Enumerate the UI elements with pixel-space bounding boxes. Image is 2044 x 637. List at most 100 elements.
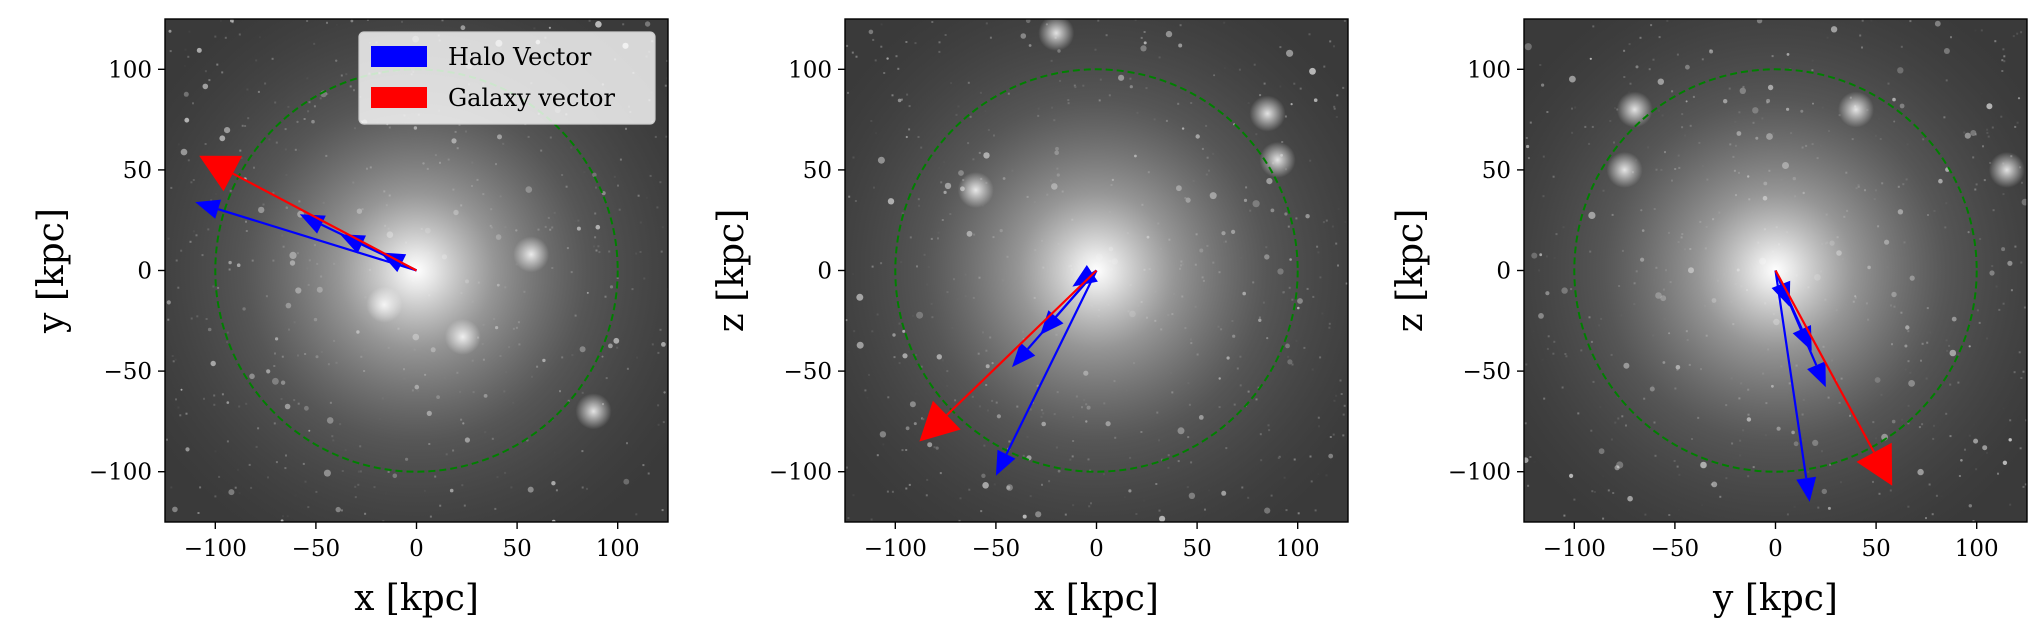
- noise-speck: [870, 518, 873, 521]
- x-tick-label: −50: [972, 536, 1021, 562]
- y-tick-label: 0: [1496, 259, 1511, 285]
- noise-speck: [1972, 520, 1975, 522]
- noise-speck: [846, 44, 849, 47]
- noise-speck: [1980, 29, 1983, 32]
- noise-speck: [666, 59, 668, 62]
- y-tick-label: −100: [1448, 460, 1511, 486]
- y-axis-label: y [kpc]: [31, 208, 72, 334]
- legend: Halo Vector Galaxy vector: [358, 31, 656, 125]
- noise-speck: [219, 19, 222, 22]
- y-tick-label: −50: [103, 359, 152, 385]
- noise-speck: [1333, 45, 1335, 48]
- noise-speck: [184, 48, 187, 51]
- subhalo-point: [168, 29, 172, 33]
- noise-speck: [661, 509, 664, 512]
- noise-speck: [622, 23, 625, 26]
- density-blob: [1837, 91, 1874, 128]
- y-axis-label: z [kpc]: [711, 209, 752, 333]
- virial-radius-circle: [1573, 68, 1978, 473]
- y-axis-label: z [kpc]: [1390, 209, 1431, 333]
- density-blob: [957, 172, 994, 209]
- subhalo-point: [172, 506, 178, 513]
- panel-2: −100 −50 0 50 100 −100 −50 0 50 100 x [kpc] z [kpc]: [711, 18, 1349, 619]
- halo-vector-arrowhead: [1012, 342, 1036, 368]
- halo-vector-arrowhead: [1807, 361, 1826, 388]
- noise-speck: [2020, 31, 2023, 34]
- noise-speck: [197, 512, 200, 514]
- density-image: [1524, 19, 2027, 522]
- y-tick-label: 100: [108, 57, 152, 83]
- density-blob: [513, 236, 550, 273]
- y-tick-label: 100: [788, 57, 832, 83]
- vector-shaft: [1774, 269, 1876, 453]
- x-tick-label: −100: [184, 536, 247, 562]
- y-tick-label: 0: [817, 259, 832, 285]
- halo-vector-arrowhead: [380, 252, 407, 273]
- noise-speck: [1329, 40, 1332, 43]
- noise-speck: [2009, 503, 2012, 506]
- density-blob: [1259, 141, 1296, 178]
- halo-vector-arrowhead: [195, 199, 222, 219]
- x-tick-label: 100: [1955, 536, 1999, 562]
- x-tick-label: 100: [1276, 536, 1320, 562]
- halo-vector-arrowhead: [1072, 265, 1098, 287]
- noise-speck: [2002, 48, 2005, 51]
- noise-speck: [169, 50, 172, 53]
- x-tick-label: −100: [1543, 536, 1606, 562]
- halo-vector-arrowhead: [1792, 325, 1812, 351]
- subhalo-point: [644, 21, 651, 27]
- noise-speck: [1539, 64, 1542, 66]
- noise-speck: [846, 466, 848, 469]
- x-tick-label: −50: [1651, 536, 1700, 562]
- galaxy-vector-arrowhead: [919, 400, 961, 442]
- legend-swatch: [371, 87, 427, 108]
- density-blob: [1606, 151, 1643, 188]
- noise-speck: [880, 23, 883, 26]
- density-image: [845, 19, 1348, 522]
- vector-shaft: [946, 269, 1098, 416]
- noise-speck: [2016, 32, 2019, 35]
- y-tick-label: −50: [1462, 359, 1511, 385]
- x-tick-label: −100: [864, 536, 927, 562]
- vector-shaft: [1774, 270, 1808, 479]
- density-blob: [1616, 91, 1653, 128]
- noise-speck: [635, 513, 638, 516]
- density-blob: [366, 286, 403, 323]
- noise-speck: [1527, 484, 1530, 487]
- noise-speck: [872, 38, 875, 41]
- subhalo-point: [1524, 43, 1532, 51]
- density-blob: [1038, 19, 1075, 52]
- noise-speck: [1297, 512, 1300, 515]
- halo-vector-arrowhead: [995, 449, 1016, 476]
- legend-label: Halo Vector: [448, 43, 592, 71]
- virial-radius-circle: [894, 68, 1299, 473]
- noise-speck: [1308, 33, 1311, 36]
- halo-vector-arrowhead: [1796, 476, 1817, 502]
- y-tick-label: −50: [783, 359, 832, 385]
- noise-speck: [666, 77, 668, 80]
- noise-speck: [2003, 55, 2006, 58]
- x-tick-label: 0: [409, 536, 424, 562]
- y-tick-label: 50: [123, 158, 152, 184]
- panel-3: −100 −50 0 50 100 −100 −50 0 50 100 y [kpc] z [kpc]: [1390, 18, 2028, 619]
- density-blob: [444, 318, 481, 355]
- noise-speck: [1343, 19, 1346, 22]
- x-tick-label: 50: [1861, 536, 1890, 562]
- y-tick-label: 0: [137, 259, 152, 285]
- legend-box: [358, 31, 656, 125]
- x-tick-label: −50: [292, 536, 341, 562]
- noise-speck: [188, 30, 191, 33]
- density-blob: [1249, 95, 1286, 132]
- noise-speck: [855, 55, 858, 58]
- halo-vector-arrowhead: [1040, 310, 1064, 335]
- noise-speck: [170, 486, 173, 489]
- noise-speck: [851, 51, 854, 54]
- panel-1: −100 −50 0 50 100 −100 −50 0 50 100 x [kpc] y [kpc]…: [31, 18, 669, 619]
- noise-speck: [2022, 485, 2025, 488]
- galaxy-vector-arrowhead: [1856, 442, 1893, 486]
- noise-speck: [852, 494, 855, 497]
- vector-shaft: [232, 172, 418, 272]
- y-tick-label: 100: [1467, 57, 1511, 83]
- x-tick-label: 50: [1182, 536, 1211, 562]
